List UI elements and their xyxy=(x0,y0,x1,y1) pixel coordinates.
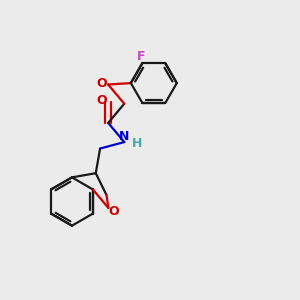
Text: O: O xyxy=(96,76,107,90)
Text: F: F xyxy=(136,50,145,63)
Text: O: O xyxy=(96,94,107,106)
Text: N: N xyxy=(119,130,130,143)
Text: H: H xyxy=(132,137,143,150)
Text: O: O xyxy=(108,205,119,218)
